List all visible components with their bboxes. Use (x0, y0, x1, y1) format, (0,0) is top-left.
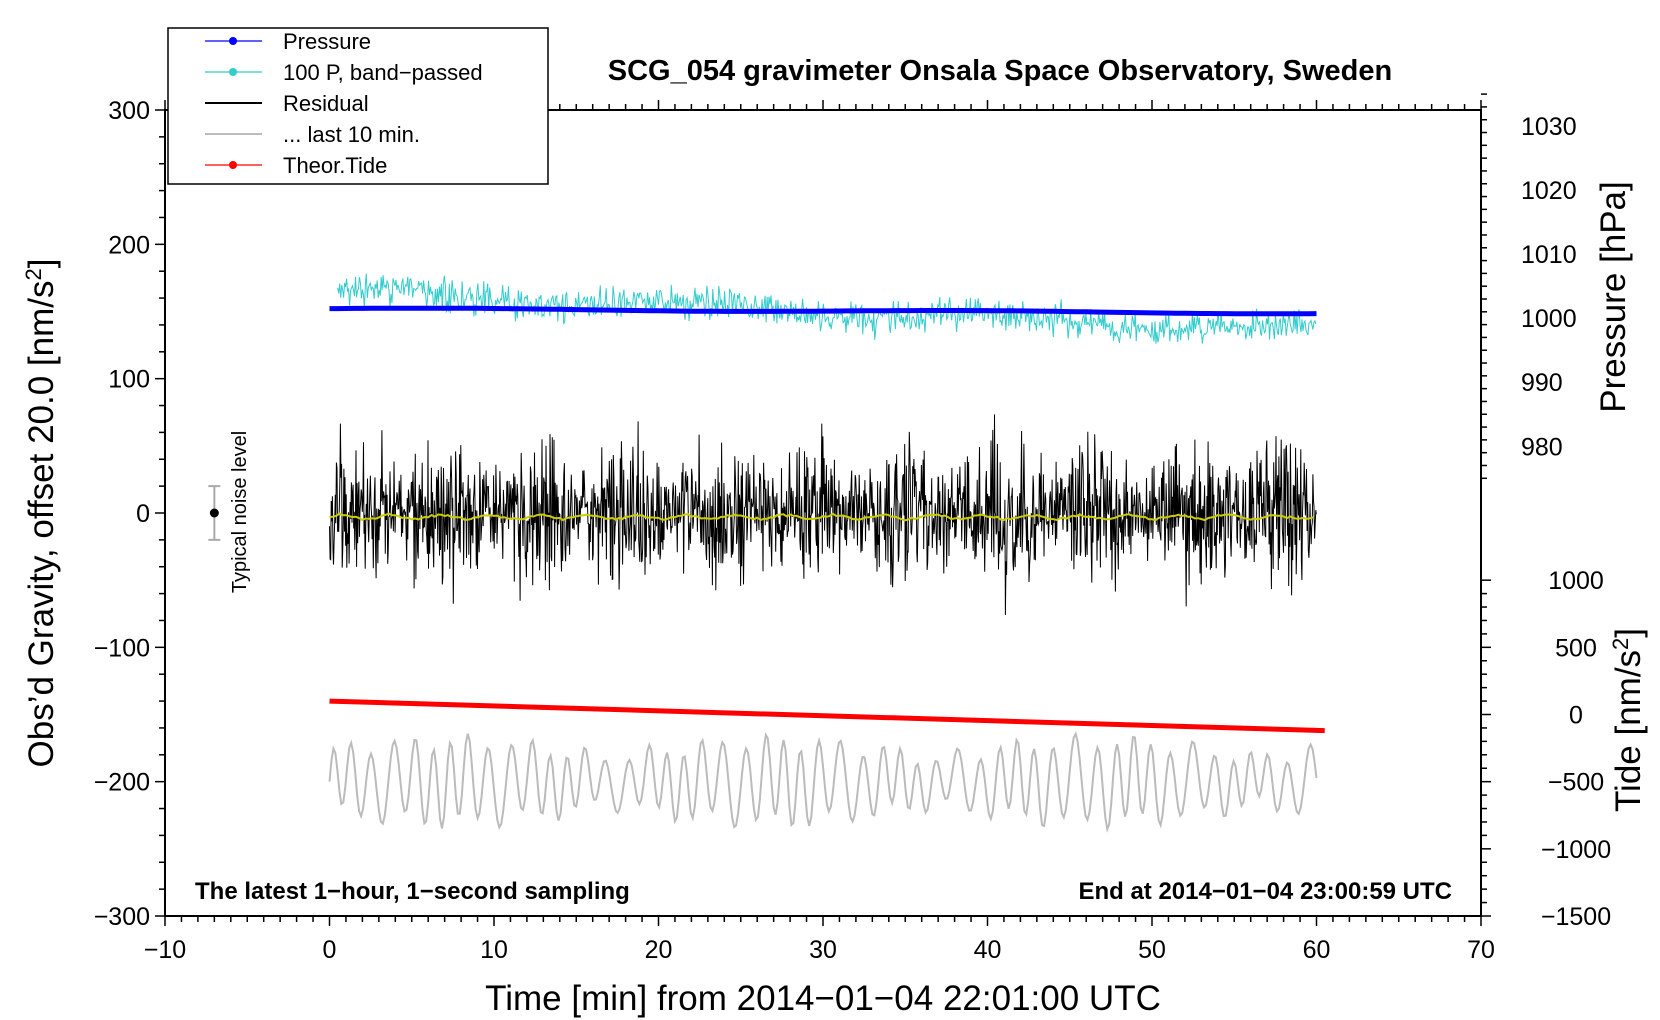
x-tick-label: 0 (323, 936, 337, 964)
pressure-tick-label: 1030 (1521, 113, 1577, 141)
residual-smoothed-line (329, 512, 1314, 522)
y-tick-label: 300 (108, 97, 150, 125)
tide-residual-line (328, 731, 1318, 833)
legend-label: Residual (283, 91, 369, 116)
y-axis-label-tide: Tide [nm/s2] (1608, 628, 1649, 812)
y-axis-label-pressure: Pressure [hPa] (1594, 181, 1633, 413)
x-tick-label: 40 (974, 936, 1002, 964)
data-layer (208, 273, 1325, 833)
legend-label: 100 P, band−passed (283, 60, 483, 85)
x-tick-label: 30 (809, 936, 837, 964)
legend-label: Pressure (283, 29, 371, 54)
pressure-tick-label: 980 (1521, 433, 1563, 461)
x-tick-label: −10 (144, 936, 186, 964)
tide-tick-label: 1000 (1548, 567, 1604, 595)
x-tick-label: 50 (1138, 936, 1166, 964)
bandpassed-pressure-line (337, 273, 1317, 344)
caption-left: The latest 1−hour, 1−second sampling (195, 878, 630, 905)
x-tick-label: 20 (645, 936, 673, 964)
legend-marker (229, 161, 237, 169)
noise-dot (209, 508, 219, 518)
x-tick-label: 10 (480, 936, 508, 964)
legend-marker (229, 37, 237, 45)
tide-tick-label: −500 (1548, 769, 1604, 797)
caption-right: End at 2014−01−04 23:00:59 UTC (1078, 878, 1452, 905)
pressure-tick-label: 1020 (1521, 177, 1577, 205)
theoretical-tide-line (329, 698, 1325, 734)
legend: Pressure 100 P, band−passed Residual ... la… (167, 27, 549, 185)
y-tick-label: 0 (136, 500, 150, 528)
tide-tick-label: −1500 (1541, 903, 1611, 931)
x-tick-label: 60 (1303, 936, 1331, 964)
axis-ticks: −10 0 10 20 30 40 50 60 70−300−200−1000100200300… (94, 93, 1611, 964)
pressure-tick-label: 1010 (1521, 241, 1577, 269)
y-tick-label: −100 (94, 634, 150, 662)
x-tick-label: 70 (1467, 936, 1495, 964)
tide-tick-label: −1000 (1541, 836, 1611, 864)
y-tick-label: 200 (108, 231, 150, 259)
y-tick-label: 100 (108, 366, 150, 394)
y-tick-label: −300 (94, 903, 150, 931)
pressure-line (329, 305, 1317, 317)
noise-level-label: Typical noise level (229, 431, 251, 593)
pressure-tick-label: 990 (1521, 369, 1563, 397)
legend-box (167, 27, 549, 185)
legend-marker (229, 68, 237, 76)
legend-label: ... last 10 min. (283, 122, 420, 147)
legend-label: Theor.Tide (283, 153, 387, 178)
y-tick-label: −200 (94, 769, 150, 797)
chart-title: SCG_054 gravimeter Onsala Space Observat… (608, 55, 1392, 87)
y-axis-label-left: Obs’d Gravity, offset 20.0 [nm/s2] (21, 259, 62, 768)
x-axis-label: Time [min] from 2014−01−04 22:01:00 UTC (485, 979, 1161, 1018)
noise-level-indicator (208, 485, 221, 541)
tide-tick-label: 0 (1569, 702, 1583, 730)
pressure-tick-label: 1000 (1521, 305, 1577, 333)
tide-tick-label: 500 (1555, 634, 1597, 662)
residual-line (329, 414, 1317, 616)
